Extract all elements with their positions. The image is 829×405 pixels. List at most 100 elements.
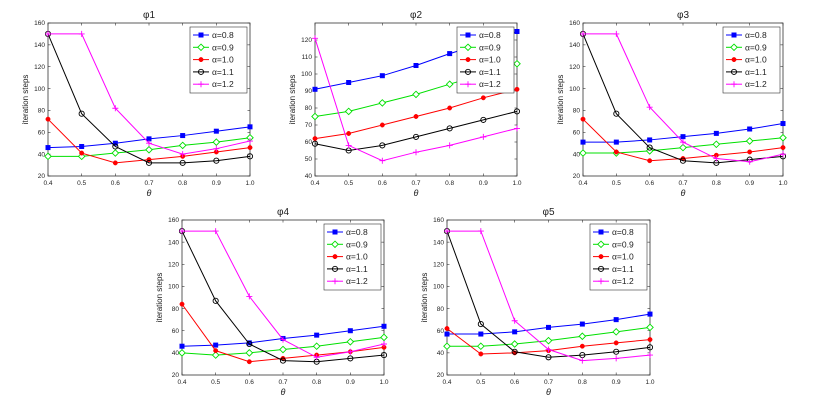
- data-point: [146, 140, 152, 147]
- legend-label: α=1.2: [479, 79, 501, 89]
- y-tick-label: 140: [34, 42, 45, 49]
- data-point: [412, 133, 420, 140]
- y-tick-label: 80: [38, 108, 46, 115]
- legend-item: α=1.0: [726, 55, 767, 65]
- data-point: [246, 153, 254, 160]
- series-2: [178, 333, 388, 359]
- legend-marker: [198, 32, 204, 38]
- data-point: [381, 341, 387, 347]
- y-tick-label: 120: [569, 64, 580, 71]
- x-axis-label: θ: [414, 188, 419, 198]
- legend-label: α=0.9: [479, 42, 501, 52]
- data-point: [647, 352, 653, 359]
- data-point: [179, 301, 185, 307]
- legend-label: α=1.1: [346, 264, 368, 274]
- data-point: [212, 228, 219, 235]
- legend: α=0.8 α=0.9 α=1.0 α=1.1 α=1.2: [323, 223, 382, 291]
- legend-item: α=0.8: [460, 30, 501, 40]
- data-point: [476, 342, 485, 351]
- x-tick-label: 0.6: [645, 180, 654, 187]
- legend-marker: [598, 278, 604, 285]
- legend-item: α=1.0: [593, 252, 634, 262]
- data-point: [213, 128, 219, 134]
- data-point: [247, 145, 253, 151]
- x-tick-label: 0.7: [544, 379, 553, 386]
- data-point: [480, 116, 487, 123]
- data-point: [213, 157, 220, 164]
- legend: α=0.8 α=0.9 α=1.0 α=1.1 α=1.2: [189, 26, 248, 94]
- y-tick-label: 160: [34, 20, 45, 27]
- legend-marker: [730, 43, 738, 52]
- x-tick-label: 0.8: [578, 379, 587, 386]
- x-tick-label: 0.5: [211, 379, 220, 386]
- data-point: [613, 340, 619, 346]
- data-point: [646, 323, 654, 332]
- legend-marker: [731, 57, 737, 63]
- series-5: [444, 228, 653, 364]
- x-tick-label: 0.7: [278, 379, 287, 386]
- data-point: [79, 150, 85, 156]
- data-point: [413, 114, 419, 119]
- data-point: [613, 110, 620, 117]
- y-axis-label: iteration steps: [21, 75, 30, 125]
- legend-marker: [730, 68, 738, 75]
- data-point: [579, 343, 585, 349]
- data-point: [444, 331, 450, 337]
- data-point: [647, 137, 653, 143]
- data-point: [679, 143, 687, 152]
- y-tick-label: 110: [302, 54, 313, 61]
- data-point: [78, 30, 85, 37]
- chart-title: φ4: [277, 207, 289, 218]
- legend-marker: [197, 43, 205, 52]
- data-point: [746, 158, 753, 165]
- data-point: [312, 136, 318, 142]
- legend-label: α=1.1: [612, 264, 634, 274]
- x-tick-label: 0.5: [77, 180, 86, 187]
- data-point: [314, 332, 320, 338]
- y-tick-label: 160: [168, 217, 179, 224]
- y-tick-label: 60: [172, 328, 180, 335]
- data-point: [280, 336, 286, 343]
- x-tick-label: 0.4: [43, 180, 52, 187]
- x-tick-label: 0.4: [442, 379, 451, 386]
- data-point: [246, 359, 252, 365]
- legend-label: α=0.8: [479, 30, 501, 40]
- chart-title: φ3: [677, 10, 689, 21]
- y-tick-label: 120: [168, 261, 179, 268]
- y-tick-label: 80: [573, 108, 581, 115]
- legend-marker: [598, 254, 604, 260]
- legend-marker: [465, 57, 471, 63]
- x-tick-label: 0.5: [344, 180, 353, 187]
- data-point: [279, 357, 287, 364]
- data-point: [213, 342, 219, 348]
- data-point: [647, 311, 653, 317]
- data-point: [780, 145, 786, 151]
- data-point: [378, 99, 387, 107]
- y-tick-label: 160: [569, 20, 580, 27]
- series-5: [580, 30, 786, 165]
- legend-label: α=1.1: [212, 67, 234, 77]
- data-point: [747, 126, 753, 132]
- y-tick-label: 80: [305, 105, 313, 112]
- legend-item: α=0.8: [327, 227, 368, 237]
- data-point: [112, 160, 118, 166]
- x-axis-label: θ: [147, 188, 152, 198]
- legend-label: α=1.0: [612, 252, 634, 262]
- chart-title: φ1: [143, 10, 155, 21]
- legend-label: α=0.8: [612, 227, 634, 237]
- data-point: [311, 140, 319, 147]
- data-point: [381, 323, 387, 329]
- data-point: [446, 125, 453, 132]
- data-point: [211, 351, 220, 359]
- y-tick-label: 140: [168, 239, 179, 246]
- data-point: [180, 133, 186, 139]
- data-point: [646, 144, 653, 151]
- data-point: [647, 158, 653, 164]
- series-3: [45, 116, 253, 166]
- x-tick-label: 0.4: [310, 180, 319, 187]
- legend-item: α=1.2: [726, 79, 767, 89]
- series-3: [312, 86, 520, 142]
- x-axis-label: θ: [281, 387, 286, 397]
- x-tick-label: 0.6: [510, 379, 519, 386]
- data-point: [443, 342, 451, 351]
